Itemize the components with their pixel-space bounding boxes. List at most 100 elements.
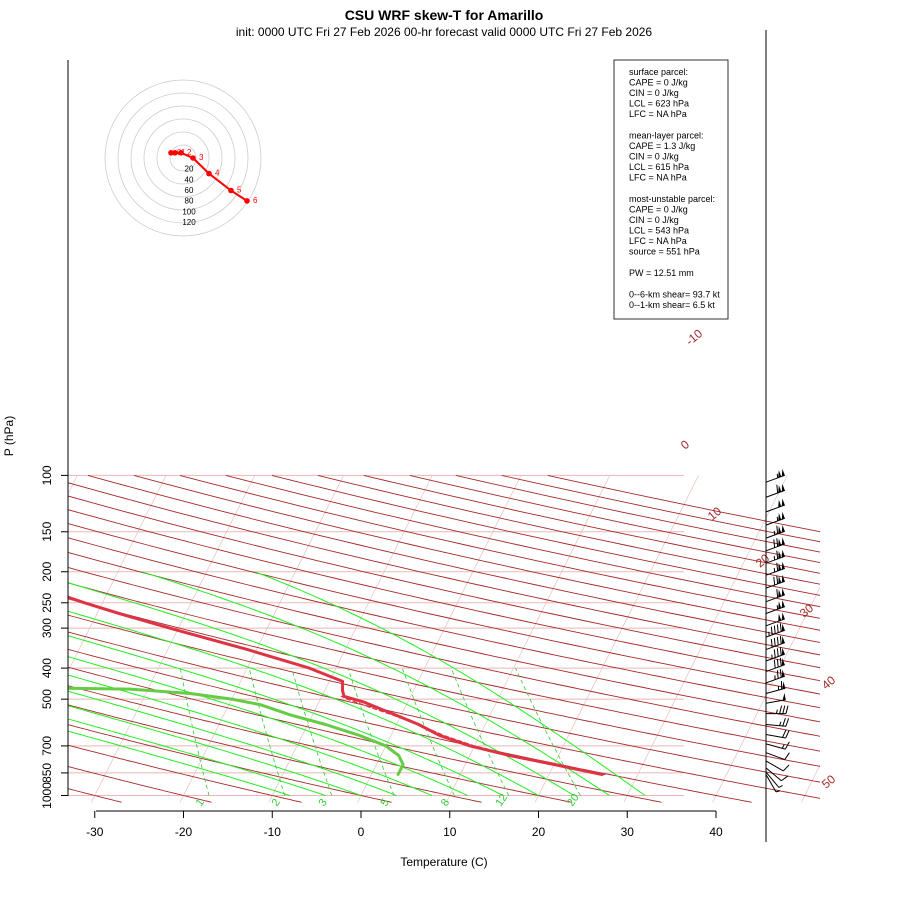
wind-barbs [765, 30, 790, 842]
dry-adiabat-140 [68, 495, 820, 669]
y-tick-label: 250 [40, 592, 54, 612]
wind-barb-feather [776, 624, 779, 633]
wind-barb-flag [778, 563, 782, 571]
wind-barb-staff [765, 760, 784, 772]
dry-adiabat-60 [68, 614, 820, 783]
wind-barb-staff [765, 530, 785, 539]
hodograph-ring-label: 60 [185, 186, 194, 195]
wind-barb-flag [781, 574, 785, 583]
wind-barb-flag [781, 623, 785, 632]
moist-adiabat-0 [68, 705, 362, 796]
x-tick-label: 40 [709, 825, 723, 839]
dry-adiabat-80 [68, 582, 820, 752]
hodograph-ring-label: 20 [185, 165, 194, 174]
dry-adiabat-130 [68, 509, 820, 682]
wind-barb [765, 483, 785, 498]
hodograph-ring-label: 40 [185, 175, 194, 184]
mixing-ratio-label: 1 [194, 797, 207, 809]
dry-adiabat-0 [68, 724, 392, 803]
wind-barb-feather [781, 775, 789, 782]
wind-barb [765, 692, 786, 704]
wind-barb-flag [778, 525, 782, 534]
mixing-ratio-labels: 1 2 3 5 8 12 20 [194, 792, 582, 809]
hodograph-point [168, 150, 174, 156]
y-tick-label: 500 [40, 689, 54, 709]
x-tick-label: -30 [86, 825, 104, 839]
legend-line: source = 551 hPa [629, 247, 700, 257]
wind-barb-feather [782, 705, 786, 714]
hodograph-height-label: 5 [237, 186, 242, 195]
dry-adiabat--20 [68, 766, 212, 803]
sounding-profiles [68, 595, 606, 776]
y-tick-label: 200 [40, 561, 54, 581]
wind-barb [765, 623, 785, 638]
wind-barb-flag [782, 692, 786, 701]
wind-barb-feather [785, 718, 790, 727]
moist-adiabat-8 [68, 674, 433, 796]
mixing-ratio-line-1 [179, 668, 210, 796]
isotherm-50 [801, 764, 820, 803]
wind-barb-flag [781, 524, 785, 533]
hodograph-ring [169, 144, 197, 172]
wind-barb-flag [781, 647, 785, 656]
x-tick-label: 0 [358, 825, 365, 839]
moist-adiabat-28 [141, 571, 610, 796]
moist-adiabats [68, 571, 646, 796]
wind-barb [766, 705, 789, 715]
mixing-ratio-line-20 [515, 667, 581, 796]
wind-barb-flag [781, 600, 785, 608]
dry-adiabats [68, 474, 820, 803]
legend-line: 0--1-km shear= 6.5 kt [629, 300, 715, 310]
wind-barb-feather [779, 635, 782, 645]
wind-barb [765, 760, 790, 772]
legend-line: LFC = NA hPa [629, 173, 687, 183]
dry-adiabat-260 [547, 474, 820, 533]
wind-barb-staff [765, 504, 785, 513]
legend-line: mean-layer parcel: [629, 131, 704, 141]
wind-barb-staff [765, 618, 785, 627]
wind-barb-flag [781, 561, 785, 570]
wind-barb-flag [781, 498, 785, 507]
hodograph-point [190, 155, 196, 161]
dry-adiabat-170 [133, 474, 820, 631]
wind-barb-staff [765, 723, 786, 727]
wind-barb-flag [781, 483, 785, 492]
mixing-ratio-lines [179, 667, 581, 796]
wind-barb-feather [776, 484, 779, 494]
wind-barb [765, 600, 785, 614]
wind-barb-feather [782, 729, 787, 738]
mixing-ratio-line-3 [291, 668, 333, 796]
wind-barb-flag [781, 669, 785, 678]
wind-barb [765, 717, 790, 727]
hodograph-ring [117, 92, 249, 224]
dewpoint-profile [68, 686, 405, 776]
legend-line: LCL = 543 hPa [629, 226, 689, 236]
wind-barb-feather [776, 636, 779, 646]
wind-barb-feather [773, 539, 776, 548]
isotherm-label: 0 [678, 437, 692, 452]
dry-adiabat-20 [68, 685, 572, 803]
wind-barb-feather [776, 670, 779, 679]
wind-barb-feather [782, 717, 786, 727]
wind-barb-feather [776, 658, 779, 668]
dry-adiabat-40 [68, 648, 752, 803]
wind-barb-staff [765, 543, 785, 552]
hodograph-ring-label: 80 [185, 197, 194, 206]
wind-barb-flag [778, 576, 782, 584]
isotherm-label: 50 [819, 772, 838, 792]
wind-barb [765, 588, 785, 603]
isotherms [68, 475, 820, 803]
hodograph-point [206, 170, 212, 177]
chart-axes [67, 60, 716, 812]
parcel-profile [340, 695, 606, 776]
hodograph-ring [130, 105, 236, 211]
wind-barb-staff [765, 489, 785, 498]
dry-adiabat-180 [179, 474, 820, 619]
wind-barb [765, 669, 785, 684]
wind-barb-staff [765, 517, 785, 526]
wind-barb-feather [785, 705, 789, 714]
wind-barb-feather [782, 764, 790, 772]
wind-barb-flag [781, 588, 785, 596]
